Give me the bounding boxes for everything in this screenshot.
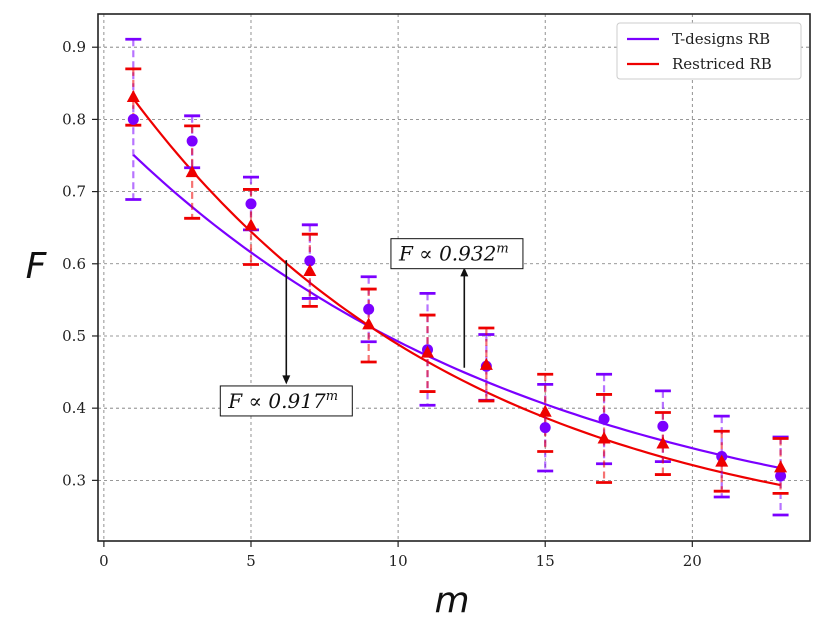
- legend-label-tdesigns: T-designs RB: [672, 30, 770, 48]
- x-ticks: 0 5 10 15 20: [99, 541, 702, 570]
- y-tick-label: 0.4: [62, 399, 86, 417]
- data-point-circle: [186, 135, 198, 147]
- x-tick-label: 5: [246, 552, 256, 570]
- plot-frame: [97, 13, 811, 542]
- legend-label-restricted: Restriced RB: [672, 55, 772, 73]
- data-point-circle: [245, 198, 257, 210]
- data-point-triangle: [479, 357, 493, 370]
- y-tick-label: 0.7: [62, 183, 86, 201]
- data-point-triangle: [362, 317, 376, 330]
- x-tick-label: 0: [99, 552, 109, 570]
- legend: T-designs RB Restriced RB: [616, 22, 802, 80]
- annotation-box: [219, 385, 353, 417]
- plot-area: [98, 14, 810, 541]
- y-axis-label: F: [26, 246, 48, 287]
- annotation-superscript: m: [496, 242, 508, 257]
- annotation-base: F ∝ 0.917: [227, 389, 326, 413]
- data-point-triangle: [244, 218, 258, 231]
- x-tick-label: 10: [389, 552, 408, 570]
- data-markers: [126, 90, 788, 482]
- data-point-triangle: [715, 454, 729, 467]
- annotation-arrowhead: [282, 375, 291, 385]
- data-point-triangle: [185, 165, 199, 178]
- y-tick-label: 0.3: [62, 471, 86, 489]
- data-point-triangle: [303, 264, 317, 277]
- data-point-triangle: [656, 436, 670, 449]
- x-tick-label: 15: [536, 552, 555, 570]
- data-point-circle: [304, 255, 316, 267]
- data-point-triangle: [538, 404, 552, 417]
- y-tick-label: 0.8: [62, 110, 86, 128]
- data-point-circle: [775, 470, 787, 482]
- y-tick-label: 0.6: [62, 255, 86, 273]
- annotation-arrowhead: [460, 267, 469, 277]
- data-point-triangle: [597, 431, 611, 444]
- x-axis-label: m: [434, 580, 469, 621]
- data-point-triangle: [421, 345, 435, 358]
- data-point-circle: [539, 422, 551, 434]
- x-tick-label: 20: [683, 552, 702, 570]
- data-point-triangle: [774, 460, 788, 473]
- data-point-circle: [127, 113, 139, 125]
- annotation-box: [390, 238, 524, 270]
- y-ticks: 0.3 0.4 0.5 0.6 0.7 0.8 0.9: [62, 38, 98, 489]
- data-point-circle: [657, 420, 669, 432]
- fit-curves: [132, 98, 781, 487]
- data-point-circle: [598, 413, 610, 425]
- fit-curve-restricted: [132, 98, 781, 487]
- annotation-superscript: m: [326, 389, 338, 404]
- data-point-triangle: [126, 90, 140, 103]
- annotation-label: F ∝ 0.932m: [398, 242, 509, 266]
- annotation-label: F ∝ 0.917m: [227, 389, 338, 413]
- y-tick-label: 0.5: [62, 327, 86, 345]
- legend-box: [616, 22, 802, 80]
- data-point-circle: [363, 303, 375, 315]
- annotation-base: F ∝ 0.932: [398, 242, 496, 266]
- y-tick-label: 0.9: [62, 38, 86, 56]
- fit-curve-tdesigns: [132, 153, 781, 470]
